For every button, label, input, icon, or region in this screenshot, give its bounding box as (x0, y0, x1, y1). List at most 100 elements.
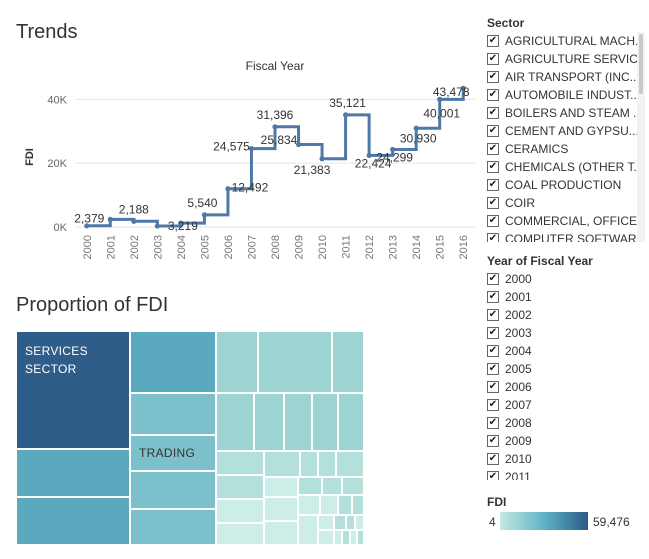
treemap-tile[interactable] (350, 530, 357, 545)
checkbox-checked-icon[interactable]: ✔ (487, 471, 499, 480)
checkbox-checked-icon[interactable]: ✔ (487, 197, 499, 209)
sector-filter-list[interactable]: ✔ AGRICULTURAL MACH... ✔ AGRICULTURE SERVIC… (487, 32, 637, 242)
treemap-tile[interactable] (130, 331, 216, 393)
year-filter-item[interactable]: ✔ 2004 (487, 342, 637, 360)
year-filter-list[interactable]: ✔ 2000 ✔ 2001 ✔ 2002 ✔ 2003 ✔ 2004 ✔ 2005 ✔ 2006 ✔ 2007… (487, 270, 637, 480)
treemap-tile[interactable] (216, 523, 264, 545)
year-filter-item[interactable]: ✔ 2005 (487, 360, 637, 378)
treemap-tile[interactable] (338, 495, 352, 515)
year-filter-item[interactable]: ✔ 2000 (487, 270, 637, 288)
checkbox-checked-icon[interactable]: ✔ (487, 161, 499, 173)
treemap-tile[interactable] (300, 451, 318, 477)
checkbox-checked-icon[interactable]: ✔ (487, 107, 499, 119)
checkbox-checked-icon[interactable]: ✔ (487, 363, 499, 375)
checkbox-checked-icon[interactable]: ✔ (487, 53, 499, 65)
treemap-tile[interactable] (298, 477, 322, 495)
treemap-tile[interactable] (284, 393, 312, 451)
treemap-tile[interactable] (357, 530, 364, 545)
data-point[interactable] (413, 125, 419, 131)
data-point[interactable] (272, 124, 278, 130)
treemap-tile[interactable] (334, 515, 346, 530)
sector-filter-item[interactable]: ✔ COMMERCIAL, OFFICE... (487, 212, 637, 230)
trends-chart[interactable]: Fiscal Year FDI 0K 20K 40K 2000 2001 2002 200… (0, 55, 475, 285)
data-point[interactable] (201, 212, 208, 218)
treemap-tile[interactable] (322, 477, 342, 495)
data-point[interactable] (342, 112, 349, 118)
fdi-treemap[interactable]: SERVICES SECTOR TRADING (16, 331, 364, 545)
data-point[interactable] (154, 223, 160, 229)
treemap-tile[interactable] (332, 331, 364, 393)
treemap-tile[interactable] (216, 451, 264, 475)
data-point[interactable] (366, 152, 372, 159)
treemap-tile[interactable] (216, 331, 258, 393)
checkbox-checked-icon[interactable]: ✔ (487, 71, 499, 83)
treemap-tile[interactable] (346, 515, 355, 530)
sector-filter-item[interactable]: ✔ COIR (487, 194, 637, 212)
treemap-tile[interactable] (216, 499, 264, 523)
data-point[interactable] (437, 96, 443, 102)
treemap-tile[interactable] (130, 509, 216, 545)
checkbox-checked-icon[interactable]: ✔ (487, 125, 499, 137)
treemap-tile[interactable] (264, 451, 300, 477)
treemap-tile[interactable] (264, 497, 298, 521)
treemap-tile[interactable] (342, 530, 350, 545)
checkbox-checked-icon[interactable]: ✔ (487, 35, 499, 47)
checkbox-checked-icon[interactable]: ✔ (487, 417, 499, 429)
treemap-tile[interactable] (264, 521, 298, 545)
treemap-tile[interactable] (355, 515, 364, 530)
treemap-tile[interactable] (298, 515, 318, 545)
treemap-tile[interactable] (318, 515, 334, 530)
year-filter-item[interactable]: ✔ 2007 (487, 396, 637, 414)
checkbox-checked-icon[interactable]: ✔ (487, 345, 499, 357)
year-filter-item[interactable]: ✔ 2002 (487, 306, 637, 324)
treemap-tile[interactable] (16, 449, 130, 497)
checkbox-checked-icon[interactable]: ✔ (487, 381, 499, 393)
treemap-tile[interactable] (254, 393, 284, 451)
sector-filter-item[interactable]: ✔ COAL PRODUCTION (487, 176, 637, 194)
data-point[interactable] (84, 223, 90, 229)
treemap-tile[interactable] (216, 393, 254, 451)
treemap-tile[interactable] (338, 393, 364, 451)
treemap-tile[interactable] (312, 393, 338, 451)
sector-filter-item[interactable]: ✔ BOILERS AND STEAM ... (487, 104, 637, 122)
data-point[interactable] (107, 216, 113, 223)
sector-scrollbar[interactable] (637, 32, 645, 242)
treemap-tile[interactable] (130, 471, 216, 509)
checkbox-checked-icon[interactable]: ✔ (487, 233, 499, 242)
sector-filter-item[interactable]: ✔ CEMENT AND GYPSU... (487, 122, 637, 140)
treemap-tile[interactable] (318, 530, 334, 545)
year-filter-item[interactable]: ✔ 2006 (487, 378, 637, 396)
checkbox-checked-icon[interactable]: ✔ (487, 327, 499, 339)
checkbox-checked-icon[interactable]: ✔ (487, 435, 499, 447)
checkbox-checked-icon[interactable]: ✔ (487, 179, 499, 191)
checkbox-checked-icon[interactable]: ✔ (487, 399, 499, 411)
sector-filter-item[interactable]: ✔ CERAMICS (487, 140, 637, 158)
checkbox-checked-icon[interactable]: ✔ (487, 291, 499, 303)
treemap-tile[interactable] (130, 393, 216, 435)
treemap-tile[interactable] (342, 477, 364, 495)
checkbox-checked-icon[interactable]: ✔ (487, 273, 499, 285)
treemap-tile[interactable] (216, 475, 264, 499)
treemap-tile[interactable]: TRADING (130, 435, 216, 471)
year-filter-item[interactable]: ✔ 2011 (487, 468, 637, 480)
treemap-tile[interactable] (320, 495, 338, 515)
treemap-tile[interactable] (318, 451, 336, 477)
treemap-tile[interactable] (264, 477, 298, 497)
sector-filter-item[interactable]: ✔ CHEMICALS (OTHER T... (487, 158, 637, 176)
data-point[interactable] (248, 145, 255, 152)
data-point[interactable] (460, 85, 466, 91)
data-point[interactable] (390, 146, 396, 153)
checkbox-checked-icon[interactable]: ✔ (487, 309, 499, 321)
checkbox-checked-icon[interactable]: ✔ (487, 453, 499, 465)
treemap-tile[interactable]: SERVICES SECTOR (16, 331, 130, 449)
sector-scrollbar-thumb[interactable] (639, 34, 643, 94)
treemap-tile[interactable] (352, 495, 364, 515)
sector-filter-item[interactable]: ✔ AIR TRANSPORT (INC... (487, 68, 637, 86)
sector-filter-item[interactable]: ✔ AUTOMOBILE INDUST... (487, 86, 637, 104)
treemap-tile[interactable] (16, 497, 130, 545)
data-point[interactable] (131, 218, 137, 224)
data-point[interactable] (225, 186, 231, 192)
year-filter-item[interactable]: ✔ 2010 (487, 450, 637, 468)
treemap-tile[interactable] (334, 530, 342, 545)
year-filter-item[interactable]: ✔ 2003 (487, 324, 637, 342)
